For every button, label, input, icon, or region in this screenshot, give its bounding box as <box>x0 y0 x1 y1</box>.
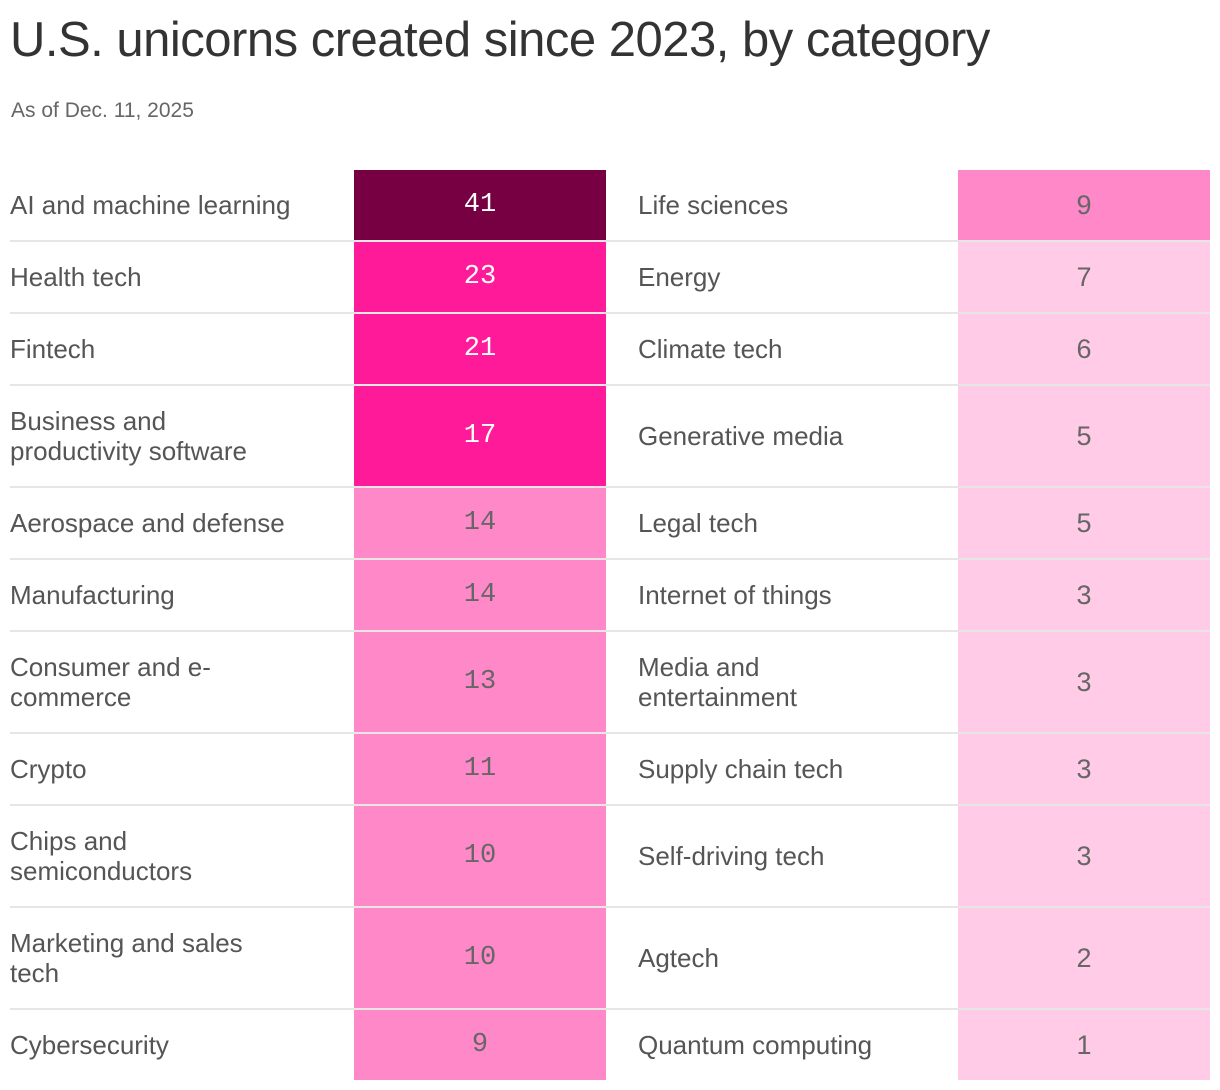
category-label: Cybersecurity <box>10 1030 169 1060</box>
value-cell: 10 <box>354 806 606 906</box>
value-cell: 9 <box>354 1010 606 1080</box>
table-row: Manufacturing 14 Internet of things 3 <box>10 558 1210 630</box>
category-label: Business and productivity software <box>10 406 247 466</box>
table-row: Business and productivity software 17 Gene… <box>10 384 1210 486</box>
category-label: Supply chain tech <box>638 754 844 784</box>
table-row: Fintech 21 Climate tech 6 <box>10 312 1210 384</box>
value-cell: 3 <box>958 806 1210 906</box>
category-label: Media and entertainment <box>638 652 797 712</box>
category-label: Fintech <box>10 334 96 364</box>
value-cell: 3 <box>958 560 1210 630</box>
category-label: Legal tech <box>638 508 758 538</box>
category-label: Aerospace and defense <box>10 508 285 538</box>
table-row: Marketing and sales tech 10 Agtech 2 <box>10 906 1210 1008</box>
category-label: Climate tech <box>638 334 783 364</box>
value-cell: 5 <box>958 488 1210 558</box>
value-cell: 17 <box>354 386 606 486</box>
value-cell: 21 <box>354 314 606 384</box>
category-label: Agtech <box>638 943 719 973</box>
category-label: Crypto <box>10 754 87 784</box>
category-label: Life sciences <box>638 190 789 220</box>
category-label: Manufacturing <box>10 580 175 610</box>
category-label: Self-driving tech <box>638 841 825 871</box>
table-row: Cybersecurity 9 Quantum computing 1 <box>10 1008 1210 1080</box>
chart-title: U.S. unicorns created since 2023, by cat… <box>10 13 990 67</box>
chart-subtitle: As of Dec. 11, 2025 <box>11 99 194 122</box>
table-row: Aerospace and defense 14 Legal tech 5 <box>10 486 1210 558</box>
category-label: Quantum computing <box>638 1030 873 1060</box>
unicorn-table: AI and machine learning 41 Life sciences 9 H… <box>10 170 1210 1080</box>
value-cell: 1 <box>958 1010 1210 1080</box>
value-cell: 14 <box>354 560 606 630</box>
value-cell: 10 <box>354 908 606 1008</box>
table-row: Crypto 11 Supply chain tech 3 <box>10 732 1210 804</box>
category-label: Chips and semiconductors <box>10 826 193 886</box>
value-cell: 2 <box>958 908 1210 1008</box>
value-cell: 7 <box>958 242 1210 312</box>
value-cell: 5 <box>958 386 1210 486</box>
category-label: Energy <box>638 262 721 292</box>
value-cell: 9 <box>958 170 1210 240</box>
category-label: Consumer and e-commerce <box>10 652 211 712</box>
category-label: Internet of things <box>638 580 832 610</box>
value-cell: 3 <box>958 632 1210 732</box>
value-cell: 14 <box>354 488 606 558</box>
category-label: Health tech <box>10 262 142 292</box>
value-cell: 3 <box>958 734 1210 804</box>
category-label: Generative media <box>638 421 844 451</box>
table-row: Health tech 23 Energy 7 <box>10 240 1210 312</box>
value-cell: 13 <box>354 632 606 732</box>
table-row: Chips and semiconductors 10 Self-driving t… <box>10 804 1210 906</box>
category-label: Marketing and sales tech <box>10 928 243 988</box>
value-cell: 23 <box>354 242 606 312</box>
value-cell: 11 <box>354 734 606 804</box>
value-cell: 41 <box>354 170 606 240</box>
value-cell: 6 <box>958 314 1210 384</box>
category-label: AI and machine learning <box>10 190 291 220</box>
table-row: AI and machine learning 41 Life sciences 9 <box>10 170 1210 240</box>
table-row: Consumer and e-commerce 13 Media and enter… <box>10 630 1210 732</box>
